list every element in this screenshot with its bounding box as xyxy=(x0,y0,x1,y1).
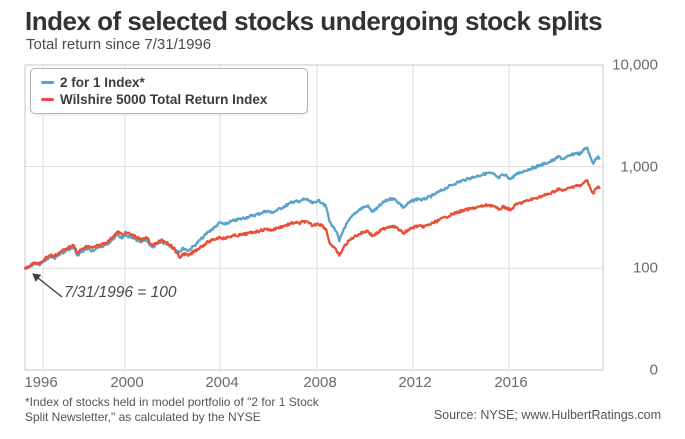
footnote-line2: Split Newsletter," as calculated by the … xyxy=(25,410,261,424)
x-tick-2008: 2008 xyxy=(303,374,337,391)
x-tick-2012: 2012 xyxy=(398,374,432,391)
legend: 2 for 1 Index* Wilshire 5000 Total Retur… xyxy=(30,68,308,114)
x-tick-1996: 1996 xyxy=(24,374,58,391)
blue-line-swatch-icon xyxy=(41,80,54,85)
base-value-annotation: 7/31/1996 = 100 xyxy=(64,284,177,301)
legend-item-2for1: 2 for 1 Index* xyxy=(41,74,307,91)
legend-label: Wilshire 5000 Total Return Index xyxy=(60,92,268,107)
legend-label: 2 for 1 Index* xyxy=(60,75,145,90)
y-tick-10000: 10,000 xyxy=(612,56,658,74)
plot-border xyxy=(24,64,604,371)
footnote-line1: *Index of stocks held in model portfolio… xyxy=(25,395,319,409)
page-title: Index of selected stocks undergoing stoc… xyxy=(25,6,603,36)
footnote: *Index of stocks held in model portfolio… xyxy=(25,395,319,425)
x-tick-2000: 2000 xyxy=(110,374,144,391)
legend-item-wilshire: Wilshire 5000 Total Return Index xyxy=(41,91,307,108)
x-tick-2004: 2004 xyxy=(205,374,239,391)
series-line-2for1 xyxy=(23,146,601,270)
source-credit: Source: NYSE; www.HulbertRatings.com xyxy=(433,408,661,422)
red-line-swatch-icon xyxy=(41,97,54,102)
y-tick-0: 0 xyxy=(649,361,658,379)
page-subtitle: Total return since 7/31/1996 xyxy=(26,36,212,53)
x-tick-2016: 2016 xyxy=(494,374,528,391)
y-tick-1000: 1,000 xyxy=(620,158,658,176)
annotation-arrow xyxy=(32,273,63,298)
y-tick-100: 100 xyxy=(632,259,658,277)
series-line-wilshire xyxy=(23,179,601,270)
